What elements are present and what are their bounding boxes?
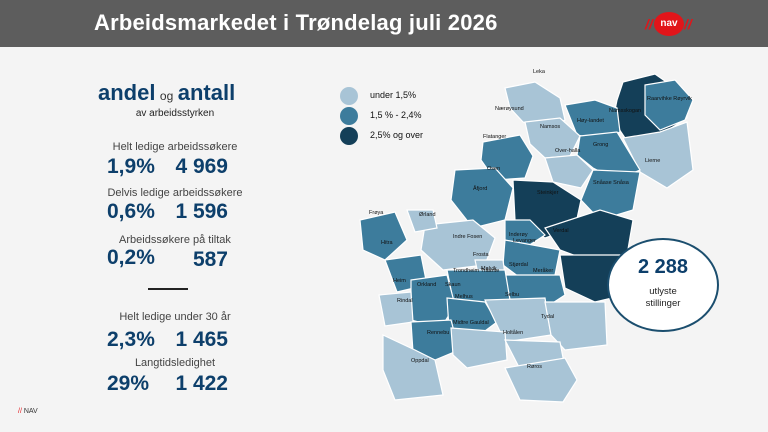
map-region[interactable] <box>359 211 408 261</box>
map-label: Hitra <box>381 240 394 246</box>
legend-dot-high <box>340 127 358 145</box>
map-label: Stjørdal <box>509 262 528 268</box>
map-label: Frosta <box>473 252 490 258</box>
map-label: Over-halla <box>555 148 581 154</box>
stat-count: 1 465 <box>175 328 228 351</box>
map-label: Heim <box>393 278 406 284</box>
map-label: Høy-landet <box>577 118 604 124</box>
map-label: Flatanger <box>483 134 506 140</box>
stats-subheading: av arbeidsstyrken <box>135 108 215 119</box>
divider-line <box>148 288 188 290</box>
heading-andel: andel <box>98 80 156 105</box>
map-label: Steinkjer <box>537 190 559 196</box>
legend-item: under 1,5% <box>340 87 460 107</box>
legend-dot-mid <box>340 107 358 125</box>
map-label: Meråker <box>533 267 553 274</box>
trondelag-map[interactable]: Leka Nærøysund Namsos Høy-landet Namsskogan R… <box>355 60 695 405</box>
stat-label: Delvis ledige arbeidssøkere <box>107 187 243 199</box>
map-label: Holtålen <box>503 329 523 336</box>
footer-slashes: // <box>18 408 22 415</box>
jobs-line2: stillinger <box>645 298 681 309</box>
heading-og: og <box>159 89 174 103</box>
logo-oval: nav <box>654 12 684 36</box>
map-label: Frøya <box>369 210 384 216</box>
map-label: Selbu <box>505 292 519 298</box>
stat-percent: 2,3% <box>107 328 155 351</box>
stat-count: 587 <box>192 248 228 271</box>
map-region[interactable] <box>580 169 641 221</box>
map-region[interactable] <box>382 334 444 401</box>
stat-label: Langtidsledighet <box>134 357 216 369</box>
stat-percent: 0,2% <box>107 246 155 269</box>
map-label: Melhus <box>455 294 473 300</box>
map-region[interactable] <box>410 319 460 361</box>
map-label: Oppdal <box>411 358 429 364</box>
stat-count: 4 969 <box>175 155 228 178</box>
stats-heading: andel og antall <box>98 80 235 106</box>
map-region[interactable] <box>406 209 438 233</box>
legend-label: 2,5% og over <box>370 130 424 140</box>
map-region[interactable] <box>450 167 514 229</box>
legend-label: 1,5 % - 2,4% <box>370 110 422 120</box>
map-region[interactable] <box>544 154 594 189</box>
map-label: Osen <box>487 166 500 172</box>
stat-percent: 1,9% <box>107 155 155 178</box>
map-label: Lierne <box>645 158 660 164</box>
legend-item: 1,5 % - 2,4% <box>340 107 460 127</box>
map-region[interactable] <box>504 357 578 403</box>
map-label: Snåase Snåsa <box>593 179 630 186</box>
map-label: Trondheim Tråante <box>453 267 499 274</box>
map-region[interactable] <box>502 239 561 281</box>
map-label: Nærøysund <box>495 106 524 112</box>
map-label: Raarvihke Røyrvik <box>647 96 692 102</box>
stat-count: 1 422 <box>175 372 228 395</box>
map-label-layer: Leka Nærøysund Namsos Høy-landet Namsskogan R… <box>369 69 692 370</box>
nav-logo[interactable]: // nav // <box>645 12 693 36</box>
stat-label: Arbeidssøkere på tiltak <box>119 234 231 246</box>
stat-count: 1 596 <box>175 200 228 223</box>
map-label: Grong <box>593 142 608 148</box>
map-label: Røros <box>527 364 542 370</box>
stat-percent: 29% <box>107 372 150 395</box>
legend-dot-low <box>340 87 358 105</box>
page-title: Arbeidsmarkedet i Trøndelag juli 2026 <box>94 10 498 35</box>
map-label: Inderøy <box>509 232 528 238</box>
logo-slash-left: // <box>645 16 653 32</box>
stat-percent: 0,6% <box>107 200 155 223</box>
map-label: Malvik <box>481 266 497 272</box>
logo-slash-right: // <box>684 16 692 32</box>
map-label: Skaun <box>445 282 461 288</box>
heading-antall: antall <box>177 80 236 105</box>
map-label: Verdal <box>553 228 569 234</box>
map-region[interactable] <box>504 219 546 249</box>
footer: // NAV <box>18 408 38 415</box>
map-region[interactable] <box>544 301 608 351</box>
job-vacancies-badge: 2 288 utlyste stillinger <box>607 238 719 332</box>
map-label: Tydal <box>541 314 554 320</box>
header-bar: Arbeidsmarkedet i Trøndelag juli 2026 //… <box>0 0 768 47</box>
map-label: Namsos <box>540 124 560 130</box>
map-label: Midtre Gauldal <box>453 320 489 326</box>
jobs-text: utlyste stillinger <box>609 286 717 310</box>
jobs-line1: utlyste <box>649 286 677 297</box>
jobs-number: 2 288 <box>637 256 689 278</box>
map-label: Levanger <box>513 238 536 244</box>
legend-label: under 1,5% <box>370 90 417 100</box>
stat-label: Helt ledige under 30 år <box>119 311 231 323</box>
map-label: Namsskogan <box>609 108 641 114</box>
map-region[interactable] <box>450 327 508 369</box>
map-label: Rennebu <box>427 330 449 336</box>
map-label: Orkland <box>417 282 436 288</box>
map-label: Leka <box>533 69 546 75</box>
legend-item: 2,5% og over <box>340 127 460 147</box>
map-label: Rindal <box>397 298 413 304</box>
map-label: Åfjord <box>473 185 487 192</box>
map-label: Ørland <box>419 212 436 218</box>
stat-label: Helt ledige arbeidssøkere <box>112 141 238 153</box>
map-region[interactable] <box>644 79 694 131</box>
map-label: Indre Fosen <box>453 234 482 240</box>
footer-text: NAV <box>23 408 38 415</box>
